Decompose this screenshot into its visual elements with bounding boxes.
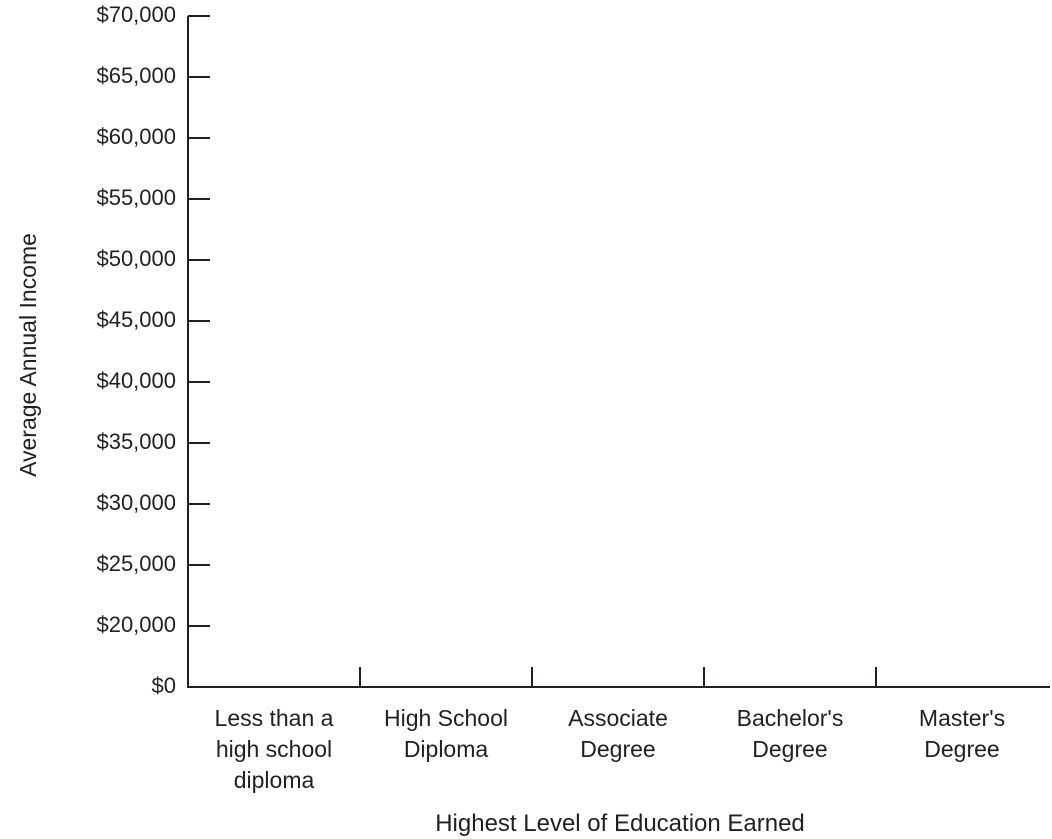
- y-tick-label: $40,000: [96, 368, 176, 393]
- y-tick-label: $20,000: [96, 612, 176, 637]
- y-tick-label: $60,000: [96, 124, 176, 149]
- y-tick-label: $0: [152, 673, 176, 698]
- y-tick-label: $50,000: [96, 246, 176, 271]
- y-tick-label: $35,000: [96, 429, 176, 454]
- x-axis-title: Highest Level of Education Earned: [435, 810, 805, 837]
- x-tick-label: Bachelor's Degree: [736, 705, 844, 762]
- x-tick-label: Master's Degree: [918, 705, 1006, 762]
- x-tick-label: Less than a high school diploma: [214, 705, 334, 793]
- y-axis-title: Average Annual Income: [15, 233, 41, 477]
- y-tick-label: $70,000: [96, 2, 176, 27]
- y-tick-label: $25,000: [96, 551, 176, 576]
- y-tick-label: $45,000: [96, 307, 176, 332]
- y-tick-label: $65,000: [96, 63, 176, 88]
- x-tick-label: High School Diploma: [383, 705, 509, 762]
- x-tick-label: Associate Degree: [568, 705, 668, 762]
- y-tick-label: $30,000: [96, 490, 176, 515]
- y-tick-label: $55,000: [96, 185, 176, 210]
